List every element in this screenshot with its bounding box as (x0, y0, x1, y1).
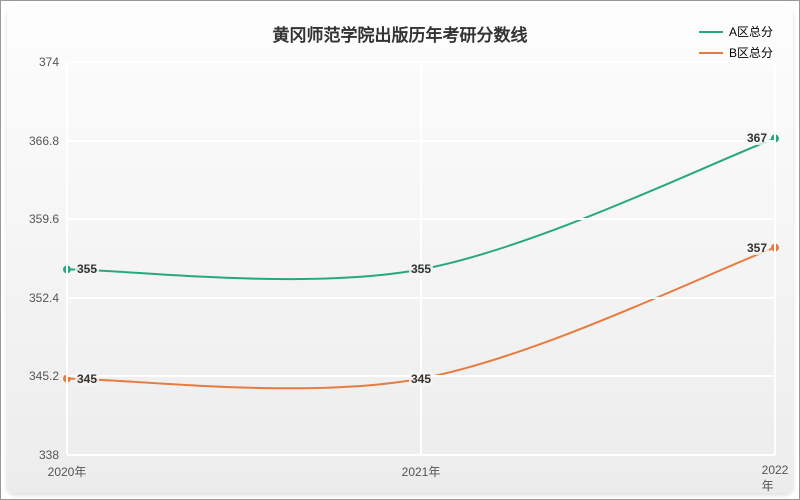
data-label: 345 (75, 372, 99, 386)
y-tick-label: 352.4 (29, 291, 67, 305)
y-tick-label: 359.6 (29, 212, 67, 226)
x-tick-label: 2020年 (48, 455, 87, 480)
plot-area: 338345.2352.4359.6366.83742020年2021年2022… (67, 62, 775, 455)
legend-label-b: B区总分 (729, 44, 773, 61)
x-tick-label: 2021年 (402, 455, 441, 480)
data-label: 355 (409, 262, 433, 276)
data-label: 367 (745, 131, 769, 145)
legend-item: B区总分 (699, 44, 773, 61)
data-label: 355 (75, 262, 99, 276)
y-tick-label: 345.2 (29, 369, 67, 383)
data-label: 345 (409, 372, 433, 386)
grid-line (420, 62, 422, 455)
y-tick-label: 374 (39, 55, 67, 69)
chart-background: 黄冈师范学院出版历年考研分数线 A区总分 B区总分 338345.2352.43… (7, 7, 793, 493)
data-label: 357 (745, 241, 769, 255)
grid-line (774, 62, 776, 455)
chart-container: 黄冈师范学院出版历年考研分数线 A区总分 B区总分 338345.2352.43… (0, 0, 800, 500)
legend-label-a: A区总分 (729, 23, 773, 40)
legend-swatch-b (699, 52, 723, 54)
y-tick-label: 366.8 (29, 134, 67, 148)
legend-item: A区总分 (699, 23, 773, 40)
grid-line (66, 62, 68, 455)
x-tick-label: 2022年 (762, 455, 789, 494)
legend: A区总分 B区总分 (699, 23, 773, 65)
chart-title: 黄冈师范学院出版历年考研分数线 (7, 21, 793, 46)
legend-swatch-a (699, 31, 723, 33)
